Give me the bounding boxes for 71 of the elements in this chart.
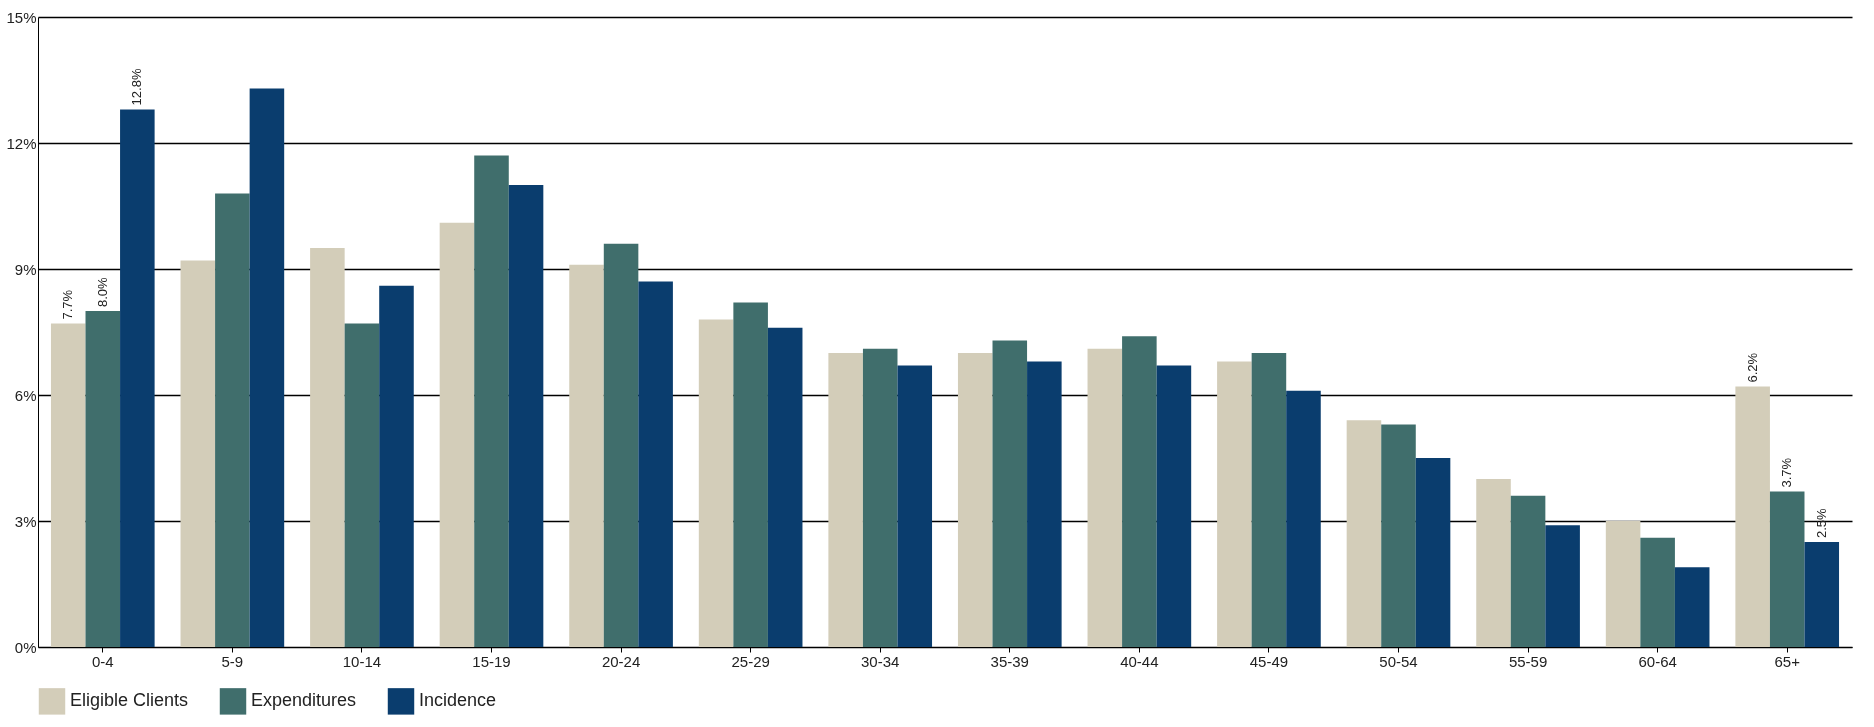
y-tick-label: 9%: [14, 260, 37, 278]
bar: [1674, 567, 1710, 647]
bar: [1735, 386, 1770, 647]
bar: [1605, 521, 1641, 647]
bar: [1510, 495, 1546, 647]
x-tick-label: 60-64: [1638, 652, 1677, 670]
x-tick-label: 10-14: [342, 652, 382, 670]
bar: [379, 285, 414, 647]
x-tick-label: 25-29: [731, 652, 770, 670]
bar: [249, 88, 285, 647]
y-tick-label: 0%: [14, 638, 37, 656]
x-tick-label: 40-44: [1120, 652, 1159, 670]
bar: [1217, 361, 1252, 647]
x-tick-label: 0-4: [91, 652, 114, 670]
data-label: 3.7%: [1779, 457, 1795, 488]
x-tick-label: 20-24: [601, 652, 641, 670]
bar: [733, 302, 768, 647]
bar: [698, 319, 734, 647]
bar: [180, 260, 216, 647]
bar: [1251, 353, 1287, 647]
bar: [215, 193, 250, 647]
data-label: 7.7%: [60, 289, 76, 320]
bar: [1769, 491, 1805, 647]
x-tick-label: 30-34: [861, 652, 900, 670]
bar: [603, 243, 639, 647]
x-tick-label: 15-19: [472, 652, 511, 670]
x-tick-label: 35-39: [990, 652, 1029, 670]
bar: [569, 264, 604, 647]
bar: [50, 323, 86, 647]
legend-label: Expenditures: [251, 690, 357, 711]
x-tick-label: 5-9: [221, 652, 244, 670]
bar: [828, 353, 863, 647]
data-label: 12.8%: [129, 68, 145, 106]
y-tick-label: 3%: [14, 512, 37, 530]
bar: [862, 348, 898, 647]
bar: [1545, 525, 1580, 647]
bar: [957, 353, 993, 647]
data-label: 8.0%: [94, 276, 110, 307]
x-tick-label: 45-49: [1249, 652, 1289, 670]
x-tick-label: 55-59: [1508, 652, 1548, 670]
bar: [310, 248, 345, 647]
x-tick-label: 65+: [1774, 652, 1801, 670]
y-tick-label: 15%: [6, 8, 37, 26]
bar: [1381, 424, 1416, 647]
bar: [638, 281, 673, 647]
y-tick-label: 6%: [14, 386, 37, 404]
bar: [992, 340, 1028, 647]
bar: [474, 155, 509, 647]
y-tick-label: 12%: [6, 134, 37, 152]
bar: [1027, 361, 1062, 647]
bar: [439, 222, 475, 647]
bar: [767, 327, 803, 647]
bar: [1804, 542, 1840, 647]
bar: [1346, 420, 1382, 647]
bar: [508, 185, 544, 647]
bar: [344, 323, 380, 647]
legend-label: Incidence: [419, 690, 497, 711]
bar: [1640, 537, 1675, 647]
bar: [1286, 390, 1321, 647]
bar: [897, 365, 933, 647]
data-label: 2.5%: [1813, 507, 1829, 538]
bar: [1156, 365, 1192, 647]
data-label: 6.2%: [1744, 352, 1760, 383]
legend-label: Eligible Clients: [70, 690, 189, 711]
bar: [85, 311, 121, 647]
bar: [1087, 348, 1123, 647]
bar: [120, 109, 155, 647]
x-tick-label: 50-54: [1379, 652, 1418, 670]
bar: [1122, 336, 1157, 647]
bar: [1415, 458, 1451, 647]
bar: [1476, 479, 1511, 647]
